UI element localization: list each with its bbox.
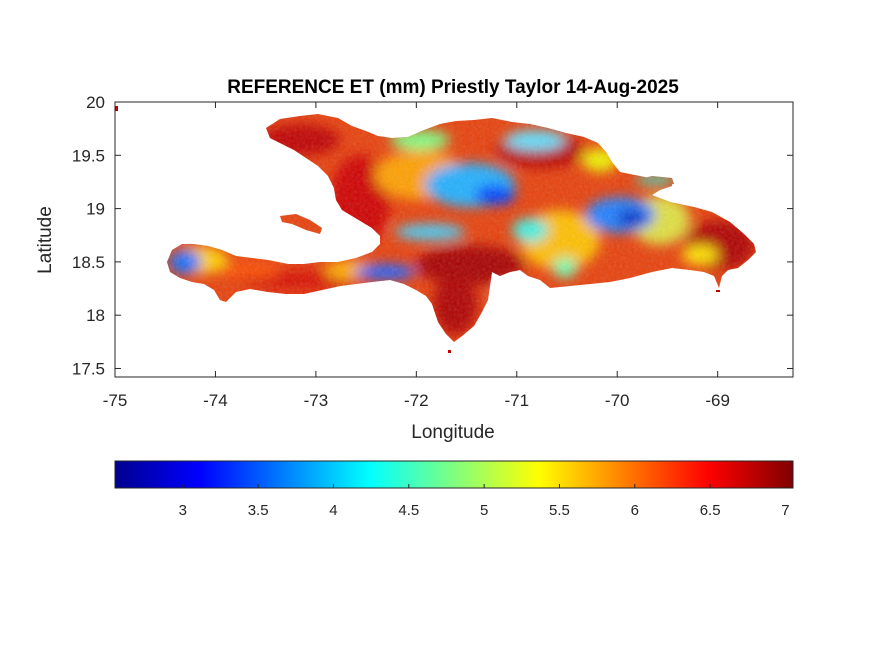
colorbar-tick-label: 3.5 xyxy=(248,502,269,519)
y-axis-label: Latitude xyxy=(35,206,56,274)
colorbar-tick-label: 5.5 xyxy=(549,502,570,519)
colorbar-ticks: 3 3.5 4 4.5 5 5.5 6 6.5 7 xyxy=(179,484,790,519)
colorbar-tick-label: 5 xyxy=(480,502,488,519)
x-tick-label: -69 xyxy=(705,391,730,410)
colorbar-tick-label: 6.5 xyxy=(700,502,721,519)
colorbar: 3 3.5 4 4.5 5 5.5 6 6.5 7 xyxy=(114,460,794,519)
corner-speck xyxy=(115,106,118,111)
y-tick-label: 19.5 xyxy=(72,146,105,165)
speck-south xyxy=(448,350,451,353)
colorbar-tick-label: 4 xyxy=(329,502,337,519)
colorbar-tick-label: 6 xyxy=(631,502,639,519)
colorbar-gradient xyxy=(114,460,794,489)
y-tick-label: 17.5 xyxy=(72,359,105,378)
chart-title: REFERENCE ET (mm) Priestly Taylor 14-Aug… xyxy=(227,77,679,98)
colorbar-tick-label: 7 xyxy=(781,502,789,519)
y-tick-label: 18.5 xyxy=(72,253,105,272)
y-tick-label: 19 xyxy=(86,200,105,219)
plot-frame xyxy=(114,101,794,378)
speck-east xyxy=(716,290,720,292)
x-tick-label: -71 xyxy=(504,391,529,410)
x-tick-label: -75 xyxy=(103,391,128,410)
plot-area xyxy=(114,101,794,378)
x-axis-label: Longitude xyxy=(411,422,494,443)
y-tick-label: 20 xyxy=(86,93,105,112)
y-tick-label: 18 xyxy=(86,306,105,325)
x-tick-label: -74 xyxy=(203,391,228,410)
x-tick-label: -72 xyxy=(404,391,429,410)
x-tick-label: -73 xyxy=(304,391,329,410)
x-tick-label: -70 xyxy=(605,391,630,410)
x-axis: -75 -74 -73 -72 -71 -70 -69 xyxy=(103,102,730,410)
colorbar-tick-label: 3 xyxy=(179,502,187,519)
colorbar-tick-label: 4.5 xyxy=(398,502,419,519)
y-axis: 17.5 18 18.5 19 19.5 20 xyxy=(72,93,793,378)
